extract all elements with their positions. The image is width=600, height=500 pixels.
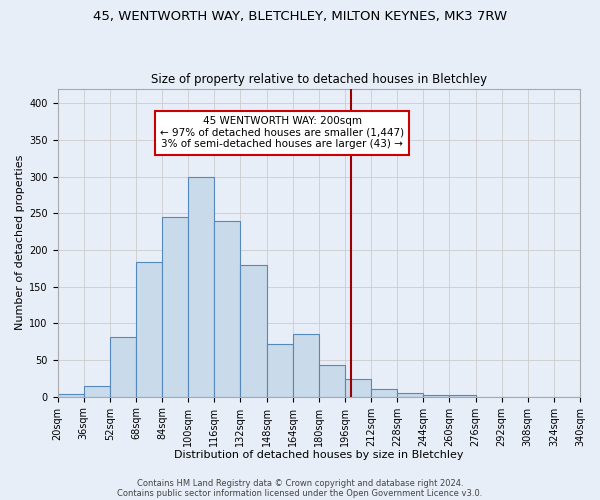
Bar: [266, 344, 293, 397]
Bar: [371, 388, 397, 396]
Bar: [423, 394, 449, 396]
Bar: [162, 217, 188, 396]
Text: 45, WENTWORTH WAY, BLETCHLEY, MILTON KEYNES, MK3 7RW: 45, WENTWORTH WAY, BLETCHLEY, MILTON KEY…: [93, 10, 507, 23]
Bar: [345, 379, 371, 396]
Bar: [110, 338, 136, 396]
Bar: [319, 365, 345, 396]
Bar: [397, 393, 423, 396]
Bar: [58, 394, 83, 396]
Text: Contains public sector information licensed under the Open Government Licence v3: Contains public sector information licen…: [118, 488, 482, 498]
Bar: [83, 386, 110, 396]
Bar: [214, 220, 241, 396]
Bar: [449, 394, 476, 396]
Text: Contains HM Land Registry data © Crown copyright and database right 2024.: Contains HM Land Registry data © Crown c…: [137, 478, 463, 488]
Bar: [241, 264, 266, 396]
Bar: [293, 334, 319, 396]
Bar: [188, 176, 214, 396]
Bar: [136, 262, 162, 396]
Text: 45 WENTWORTH WAY: 200sqm
← 97% of detached houses are smaller (1,447)
3% of semi: 45 WENTWORTH WAY: 200sqm ← 97% of detach…: [160, 116, 404, 150]
Title: Size of property relative to detached houses in Bletchley: Size of property relative to detached ho…: [151, 73, 487, 86]
X-axis label: Distribution of detached houses by size in Bletchley: Distribution of detached houses by size …: [174, 450, 464, 460]
Y-axis label: Number of detached properties: Number of detached properties: [15, 155, 25, 330]
